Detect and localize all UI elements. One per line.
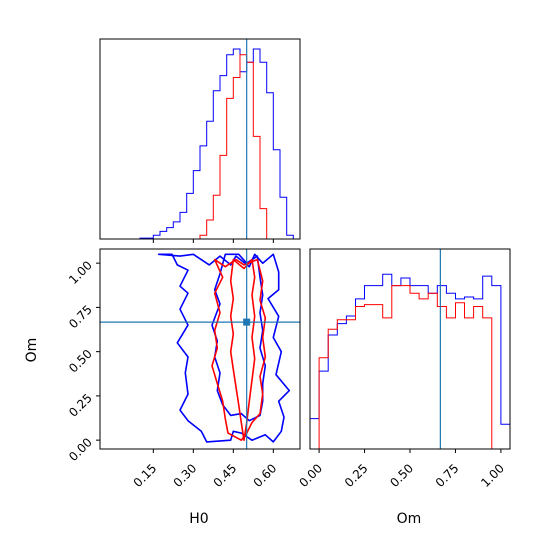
- h0-histogram-frame: [99, 38, 301, 240]
- joint-x-tick-label: 0.30: [171, 461, 200, 490]
- y-axis-label-om: Om: [24, 338, 40, 363]
- om-histogram-frame: [309, 248, 511, 450]
- joint-y-tick-label: 1.00: [66, 258, 95, 287]
- om-hist-x-tick-label: 0.50: [387, 461, 416, 490]
- contour-4: [229, 258, 256, 441]
- joint-y-tick-label: 0.00: [66, 435, 95, 464]
- x-axis-label-h0: H0: [189, 511, 208, 527]
- om-hist-x-tick-label: 0.75: [433, 461, 462, 490]
- contour-3: [211, 258, 267, 441]
- om-hist-x-tick-label: 0.00: [296, 461, 325, 490]
- joint-y-tick-label: 0.50: [66, 347, 95, 376]
- om-histogram-series-2: [310, 285, 510, 450]
- truth-marker: [243, 318, 251, 326]
- joint-x-tick-label: 0.45: [211, 461, 240, 490]
- joint-frame: [99, 248, 301, 450]
- contour-1: [157, 253, 291, 443]
- x-axis-label-om: Om: [397, 511, 422, 527]
- joint-x-tick-label: 0.60: [251, 461, 280, 490]
- om-histogram-panel: 0.00 0.25 0.50 0.75 1.00 Om: [296, 248, 511, 527]
- contour-2: [211, 253, 267, 422]
- joint-contour-panel: 0.15 0.30 0.45 0.60 0.00 0.25 0.50 0.75 1.00 H0…: [24, 248, 301, 527]
- joint-y-tick-label: 0.75: [66, 302, 95, 331]
- om-hist-x-tick-label: 1.00: [478, 461, 507, 490]
- h0-histogram-panel: [99, 38, 301, 243]
- joint-x-tick-label: 0.15: [131, 461, 160, 490]
- joint-y-tick-label: 0.25: [66, 391, 95, 420]
- om-hist-x-tick-label: 0.25: [342, 461, 371, 490]
- h0-histogram-series-1: [139, 48, 300, 240]
- om-histogram-series-1: [309, 273, 511, 449]
